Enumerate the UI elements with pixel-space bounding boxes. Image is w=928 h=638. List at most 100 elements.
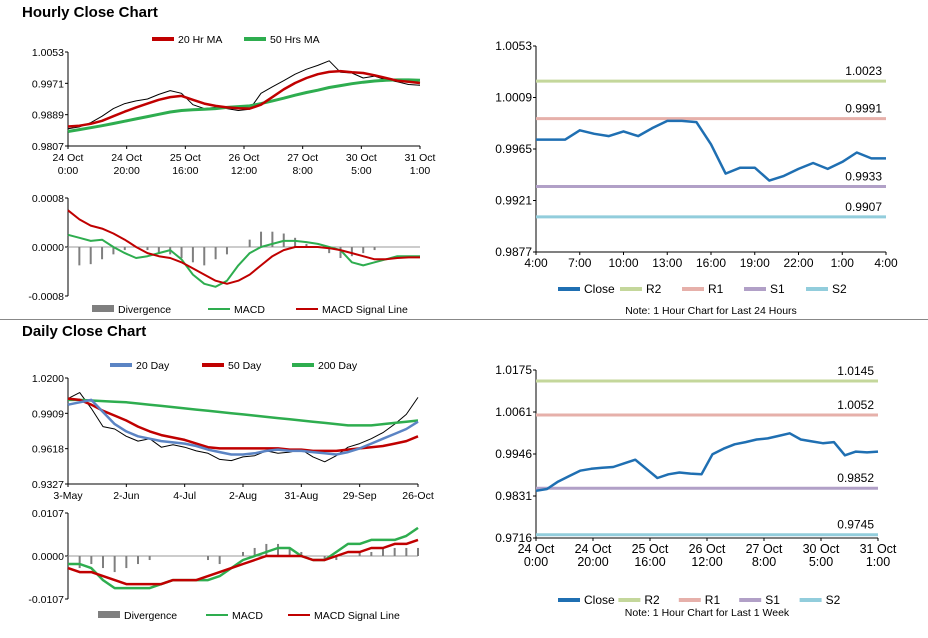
close-price-line [67,392,419,463]
legend-label: S2 [826,593,841,607]
y-tick-label: 0.9831 [495,489,532,503]
y-tick-label: 0.9965 [495,142,532,156]
x-tick-label: 7:00 [568,256,592,270]
x-tick-label: 1:00 [831,256,855,270]
hourly-macd-chart: 0.0008 0.0000 -0.0008 Divergence MACD MACD Si… [28,193,420,316]
y-tick-label: -0.0008 [28,291,64,303]
x-tick-label: 25 Oct [632,542,669,556]
x-tick-label: 4-Jul [173,490,196,502]
daily-section-title: Daily Close Chart [22,323,147,340]
x-tick-label: 1:00 [410,165,431,177]
x-tick-label: 27 Oct [746,542,783,556]
x-tick-label: 10:00 [608,256,638,270]
pivot-s1-label: 0.9852 [837,471,874,485]
legend-label: S1 [765,593,780,607]
x-tick-label: 12:00 [691,555,722,569]
x-tick-label: 26 Oct [229,152,260,164]
y-tick-label: 0.9807 [32,141,64,153]
hourly-section-title: Hourly Close Chart [22,4,158,21]
x-tick-label: 12:00 [231,165,257,177]
legend-label: Close [584,593,615,607]
pivot-s2-label: 0.9907 [845,200,882,214]
legend-label: Divergence [124,610,177,622]
legend-label: R2 [646,282,662,296]
macd-signal-line [67,209,420,285]
ma-50hr-line [67,78,421,133]
y-tick-label: 0.9618 [32,444,64,456]
x-tick-label: 5:00 [351,165,372,177]
legend-swatch [98,611,120,618]
legend-label: MACD Signal Line [314,610,400,622]
legend-label: 20 Hr MA [178,34,222,46]
x-tick-label: 30 Oct [803,542,840,556]
legend-label: MACD Signal Line [322,304,408,316]
x-tick-label: 20:00 [114,165,140,177]
x-tick-label: 4:00 [524,256,548,270]
y-tick-label: -0.0107 [28,594,64,606]
x-tick-label: 24 Oct [53,152,84,164]
y-tick-label: 0.9946 [495,447,532,461]
y-tick-label: 1.0009 [495,91,532,105]
legend-label: 200 Day [318,360,358,372]
legend-label: MACD [234,304,265,316]
close-line [536,119,886,182]
x-tick-label: 25 Oct [170,152,201,164]
legend-label: R2 [644,593,660,607]
pivot-r2-label: 1.0145 [837,364,874,378]
macd-line [67,233,420,288]
x-tick-label: 27 Oct [287,152,318,164]
x-tick-label: 13:00 [652,256,682,270]
macd-line [68,526,419,590]
x-tick-label: 20:00 [577,555,608,569]
y-tick-label: 1.0053 [495,39,532,53]
ma-20hr-line [67,69,421,128]
x-tick-label: 26 Oct [689,542,726,556]
x-tick-label: 4:00 [874,256,898,270]
x-tick-label: 16:00 [172,165,198,177]
legend-label: 50 Day [228,360,262,372]
y-tick-label: 0.0000 [32,242,64,254]
x-tick-label: 31 Oct [405,152,436,164]
x-tick-label: 2-Aug [229,490,257,502]
close-price-line [67,60,421,130]
section-divider [0,319,928,320]
pivot-s2-label: 0.9745 [837,518,874,532]
x-tick-label: 8:00 [292,165,313,177]
ma-20day-line [67,398,419,456]
pivot-r1-label: 0.9991 [845,102,882,116]
legend-label: 50 Hrs MA [270,34,320,46]
chart-note: Note: 1 Hour Chart for Last 1 Week [625,607,790,619]
x-tick-label: 24 Oct [518,542,555,556]
x-tick-label: 29-Sep [343,490,377,502]
y-tick-label: 0.9921 [495,194,532,208]
x-tick-label: 0:00 [58,165,79,177]
legend-label: R1 [708,282,724,296]
y-tick-label: 0.0107 [32,508,64,520]
x-tick-label: 26-Oct [402,490,434,502]
x-tick-label: 1:00 [866,555,890,569]
x-tick-label: 24 Oct [575,542,612,556]
x-tick-label: 31 Oct [860,542,897,556]
y-tick-label: 0.9889 [32,110,64,122]
y-tick-label: 0.9716 [495,531,532,545]
x-tick-label: 30 Oct [346,152,377,164]
x-tick-label: 16:00 [634,555,665,569]
pivot-r1-label: 1.0052 [837,398,874,412]
y-tick-label: 1.0053 [32,47,64,59]
chart-note: Note: 1 Hour Chart for Last 24 Hours [625,305,797,317]
y-tick-label: 0.0000 [32,551,64,563]
legend-label: S2 [832,282,847,296]
x-tick-label: 2-Jun [113,490,139,502]
x-tick-label: 24 Oct [111,152,142,164]
macd-signal-line [67,538,419,586]
x-tick-label: 5:00 [809,555,833,569]
y-tick-label: 1.0061 [495,405,532,419]
legend-label: MACD [232,610,263,622]
x-tick-label: 0:00 [524,555,548,569]
x-tick-label: 8:00 [752,555,776,569]
x-tick-label: 19:00 [740,256,770,270]
